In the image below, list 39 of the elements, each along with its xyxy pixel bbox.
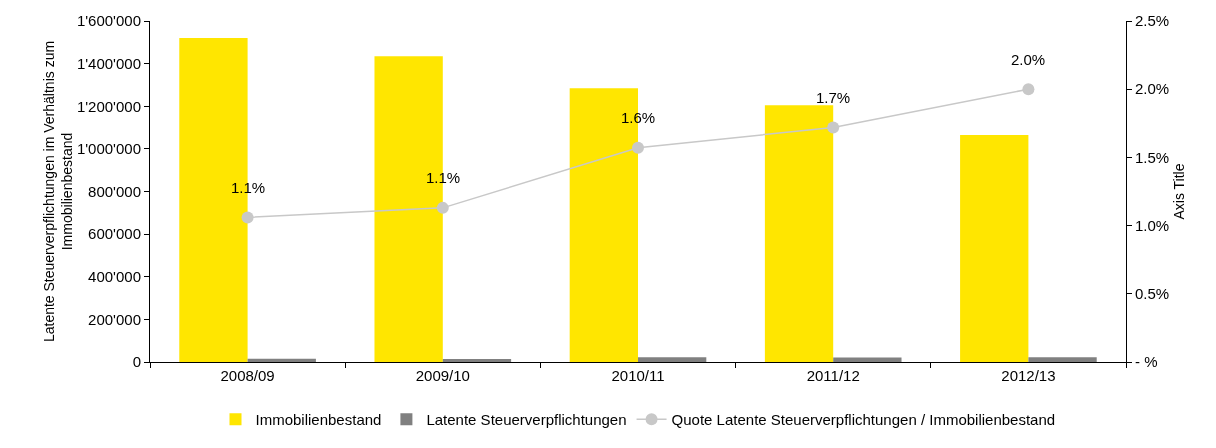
bar [833, 357, 902, 362]
y-tick-label: 400'000 [88, 268, 141, 285]
bar [442, 359, 512, 362]
y-tick-label: 1'000'000 [76, 140, 141, 158]
y2-tick-label: 1.0% [1135, 216, 1170, 234]
y-tick-label: 1'200'000 [76, 97, 141, 115]
y-axis-title: Latente Steuerverpflichtungen im Verhältnis zum Immobilienbestand [40, 40, 75, 343]
y2-axis-title: Axis Title [1171, 163, 1188, 220]
point [1022, 83, 1035, 96]
y2-tick-label: 2.0% [1135, 80, 1170, 98]
point [241, 211, 254, 224]
y2-tick-label: 0.5% [1135, 285, 1170, 303]
bar [638, 357, 707, 362]
y-tick-label: 0 [132, 353, 141, 371]
x-tick-label: 2011/12 [806, 367, 860, 384]
data-label: 1.7% [816, 89, 851, 106]
x-tick-label: 2012/13 [1001, 367, 1056, 384]
y-tick-label: 1'600'000 [76, 12, 141, 30]
x-tick-label: 2009/10 [415, 367, 470, 384]
bar [960, 135, 1029, 362]
legend-label: Quote Latente Steuerverpflichtungen / Immobilienbestand [671, 411, 1056, 429]
y-tick-label: 600'000 [88, 225, 141, 243]
y2-tick-label: - % [1135, 353, 1158, 371]
data-label: 2.0% [1011, 51, 1046, 68]
bar [764, 105, 834, 362]
bar [1028, 357, 1097, 362]
x-tick-label: 2010/11 [611, 367, 665, 384]
bar [247, 358, 316, 362]
legend-label: Immobilienbestand [255, 411, 382, 429]
point [632, 141, 644, 154]
x-tick-label: 2008/09 [220, 367, 275, 384]
y2-tick-label: 2.5% [1135, 12, 1170, 30]
y-tick-label: 200'000 [88, 310, 141, 328]
point [436, 201, 449, 214]
y-tick-label: 1'400'000 [76, 54, 141, 72]
y2-tick-label: 1.5% [1135, 148, 1170, 166]
point [827, 121, 840, 134]
y-tick-label: 800'000 [88, 182, 141, 200]
legend-label: Latente Steuerverpflichtungen [426, 411, 627, 429]
